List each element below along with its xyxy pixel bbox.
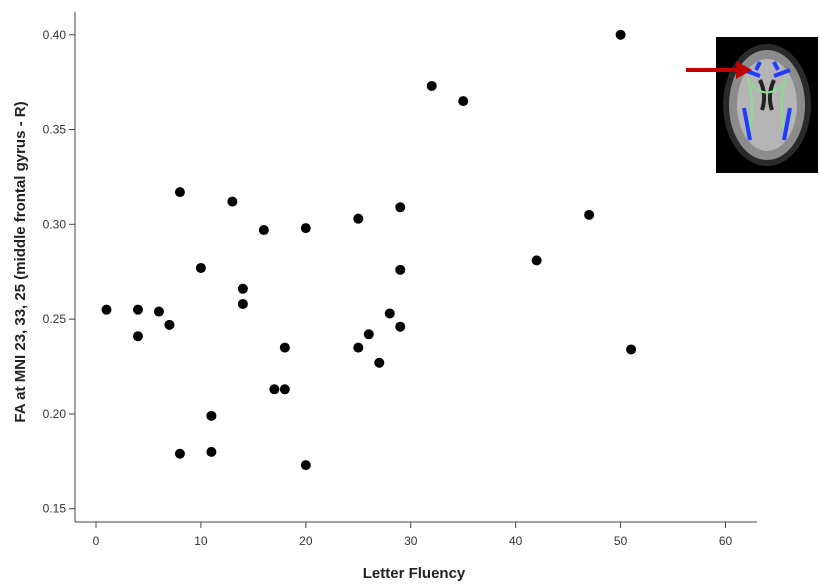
data-point bbox=[237, 283, 248, 294]
x-tick-label: 50 bbox=[614, 534, 628, 548]
x-tick-label: 40 bbox=[509, 534, 523, 548]
data-point bbox=[174, 448, 185, 459]
x-tick-label: 30 bbox=[404, 534, 418, 548]
data-point bbox=[269, 384, 280, 395]
data-point bbox=[426, 80, 437, 91]
data-point bbox=[164, 319, 175, 330]
data-points bbox=[101, 29, 637, 471]
y-tick-label: 0.40 bbox=[43, 28, 67, 42]
inset-tract-blue bbox=[742, 61, 792, 141]
x-tick-label: 20 bbox=[299, 534, 313, 548]
y-tick-label: 0.20 bbox=[43, 407, 67, 421]
x-tick-label: 10 bbox=[194, 534, 208, 548]
x-tick-label: 60 bbox=[719, 534, 733, 548]
data-point bbox=[395, 202, 406, 213]
axes: 0 10 20 30 40 50 60 0.15 0.20 0.25 0.30 0.35 0.40 bbox=[43, 12, 757, 548]
data-point bbox=[195, 262, 206, 273]
data-point bbox=[615, 29, 626, 40]
data-point bbox=[626, 344, 637, 355]
data-point bbox=[174, 187, 185, 198]
data-point bbox=[101, 304, 112, 315]
data-point bbox=[279, 384, 290, 395]
inset-arrow-icon bbox=[736, 61, 752, 79]
data-point bbox=[353, 213, 364, 224]
data-point bbox=[363, 329, 374, 340]
inset-tract-green bbox=[747, 77, 787, 131]
x-tick-label: 0 bbox=[93, 534, 100, 548]
data-point bbox=[458, 96, 469, 107]
y-tick-label: 0.35 bbox=[43, 123, 67, 137]
data-point bbox=[353, 342, 364, 353]
data-point bbox=[384, 308, 395, 319]
data-point bbox=[132, 304, 143, 315]
data-point bbox=[258, 225, 269, 236]
data-point bbox=[300, 460, 311, 471]
data-point bbox=[279, 342, 290, 353]
data-point bbox=[395, 264, 406, 275]
y-tick-label: 0.25 bbox=[43, 312, 67, 326]
y-tick-label: 0.15 bbox=[43, 502, 67, 516]
data-point bbox=[206, 410, 217, 421]
data-point bbox=[227, 196, 238, 207]
data-point bbox=[237, 298, 248, 309]
data-point bbox=[132, 331, 143, 342]
data-point bbox=[300, 223, 311, 234]
data-point bbox=[153, 306, 164, 317]
y-tick-label: 0.30 bbox=[43, 217, 67, 231]
inset-white-matter bbox=[737, 59, 797, 151]
data-point bbox=[531, 255, 542, 266]
y-axis-title: FA at MNI 23, 33, 25 (middle frontal gyr… bbox=[12, 101, 29, 422]
x-axis-title: Letter Fluency bbox=[363, 565, 466, 582]
data-point bbox=[584, 209, 595, 220]
inset-ventricles bbox=[758, 79, 776, 111]
brain-inset-image bbox=[686, 37, 818, 173]
data-point bbox=[395, 321, 406, 332]
data-point bbox=[374, 357, 385, 368]
data-point bbox=[206, 446, 217, 457]
